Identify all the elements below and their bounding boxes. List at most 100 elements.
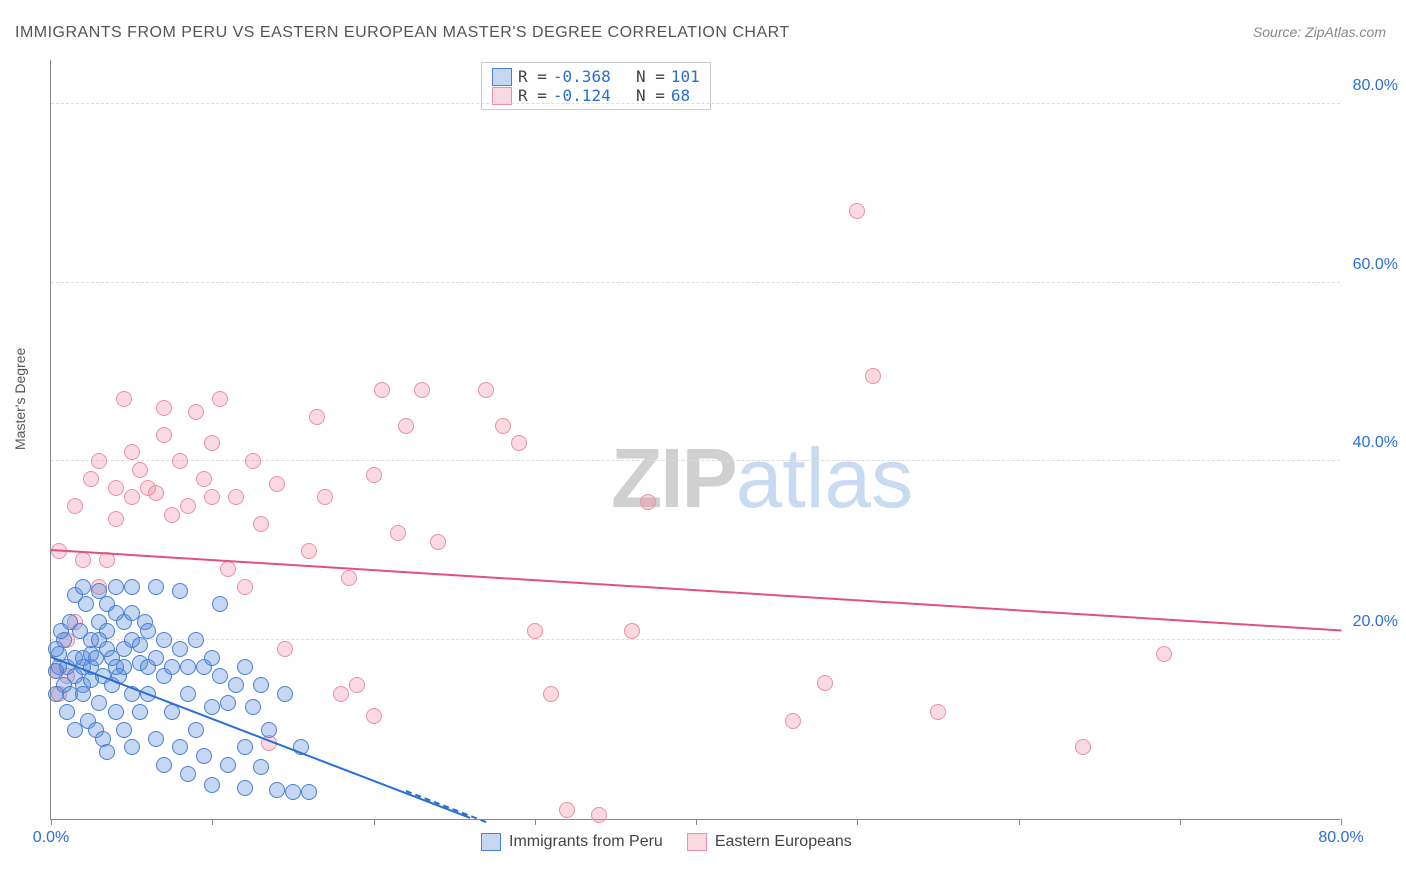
data-point — [108, 579, 124, 595]
legend-n-label: N = — [617, 67, 665, 86]
data-point — [277, 686, 293, 702]
data-point — [196, 471, 212, 487]
data-point — [228, 677, 244, 693]
data-point — [220, 561, 236, 577]
data-point — [83, 471, 99, 487]
data-point — [253, 759, 269, 775]
legend-r-value: -0.368 — [553, 67, 611, 86]
data-point — [48, 641, 64, 657]
data-point — [1075, 739, 1091, 755]
data-point — [53, 623, 69, 639]
data-point — [88, 650, 104, 666]
data-point — [849, 203, 865, 219]
data-point — [180, 498, 196, 514]
chart-title: IMMIGRANTS FROM PERU VS EASTERN EUROPEAN… — [15, 24, 790, 42]
data-point — [559, 802, 575, 818]
data-point — [285, 784, 301, 800]
data-point — [78, 596, 94, 612]
data-point — [1156, 646, 1172, 662]
data-point — [333, 686, 349, 702]
data-point — [180, 766, 196, 782]
data-point — [204, 489, 220, 505]
trend-line — [405, 790, 486, 823]
data-point — [204, 777, 220, 793]
data-point — [930, 704, 946, 720]
legend-item: Eastern Europeans — [687, 833, 852, 851]
data-point — [253, 516, 269, 532]
data-point — [196, 748, 212, 764]
data-point — [148, 650, 164, 666]
data-point — [172, 739, 188, 755]
legend-swatch-pink — [687, 833, 707, 851]
y-tick-label: 80.0% — [1353, 77, 1398, 95]
scatter-chart: ZIPatlas R = -0.368 N = 101 R = -0.124 N… — [50, 60, 1340, 820]
data-point — [48, 663, 64, 679]
data-point — [91, 453, 107, 469]
data-point — [640, 494, 656, 510]
data-point — [785, 713, 801, 729]
data-point — [398, 418, 414, 434]
data-point — [212, 668, 228, 684]
data-point — [108, 659, 124, 675]
data-point — [148, 485, 164, 501]
data-point — [269, 476, 285, 492]
source-attribution: Source: ZipAtlas.com — [1253, 24, 1386, 40]
data-point — [220, 757, 236, 773]
data-point — [108, 511, 124, 527]
data-point — [212, 391, 228, 407]
data-point — [414, 382, 430, 398]
data-point — [253, 677, 269, 693]
data-point — [188, 722, 204, 738]
data-point — [245, 699, 261, 715]
data-point — [366, 467, 382, 483]
data-point — [591, 807, 607, 823]
data-point — [91, 632, 107, 648]
data-point — [390, 525, 406, 541]
data-point — [204, 650, 220, 666]
x-tick-mark — [1019, 819, 1020, 825]
x-tick-mark — [212, 819, 213, 825]
watermark-part1: ZIP — [611, 431, 736, 525]
data-point — [75, 579, 91, 595]
watermark: ZIPatlas — [611, 430, 913, 527]
data-point — [75, 552, 91, 568]
data-point — [172, 583, 188, 599]
data-point — [543, 686, 559, 702]
data-point — [116, 391, 132, 407]
data-point — [124, 605, 140, 621]
x-tick-mark — [374, 819, 375, 825]
data-point — [108, 704, 124, 720]
data-point — [148, 731, 164, 747]
data-point — [237, 739, 253, 755]
x-tick-mark — [1341, 819, 1342, 825]
data-point — [204, 435, 220, 451]
y-tick-label: 40.0% — [1353, 434, 1398, 452]
data-point — [116, 722, 132, 738]
data-point — [817, 675, 833, 691]
data-point — [188, 632, 204, 648]
data-point — [349, 677, 365, 693]
data-point — [478, 382, 494, 398]
data-point — [132, 704, 148, 720]
y-axis-label: Master's Degree — [12, 348, 28, 450]
legend-stats-row: R = -0.368 N = 101 — [492, 67, 700, 86]
data-point — [237, 780, 253, 796]
legend-swatch-blue — [481, 833, 501, 851]
data-point — [269, 782, 285, 798]
data-point — [156, 400, 172, 416]
x-tick-mark — [535, 819, 536, 825]
data-point — [309, 409, 325, 425]
data-point — [124, 739, 140, 755]
data-point — [245, 453, 261, 469]
data-point — [301, 784, 317, 800]
data-point — [156, 427, 172, 443]
grid-line-h — [51, 103, 1340, 104]
data-point — [99, 744, 115, 760]
data-point — [99, 596, 115, 612]
data-point — [228, 489, 244, 505]
data-point — [220, 695, 236, 711]
data-point — [164, 659, 180, 675]
data-point — [67, 722, 83, 738]
data-point — [277, 641, 293, 657]
watermark-part2: atlas — [736, 431, 913, 525]
